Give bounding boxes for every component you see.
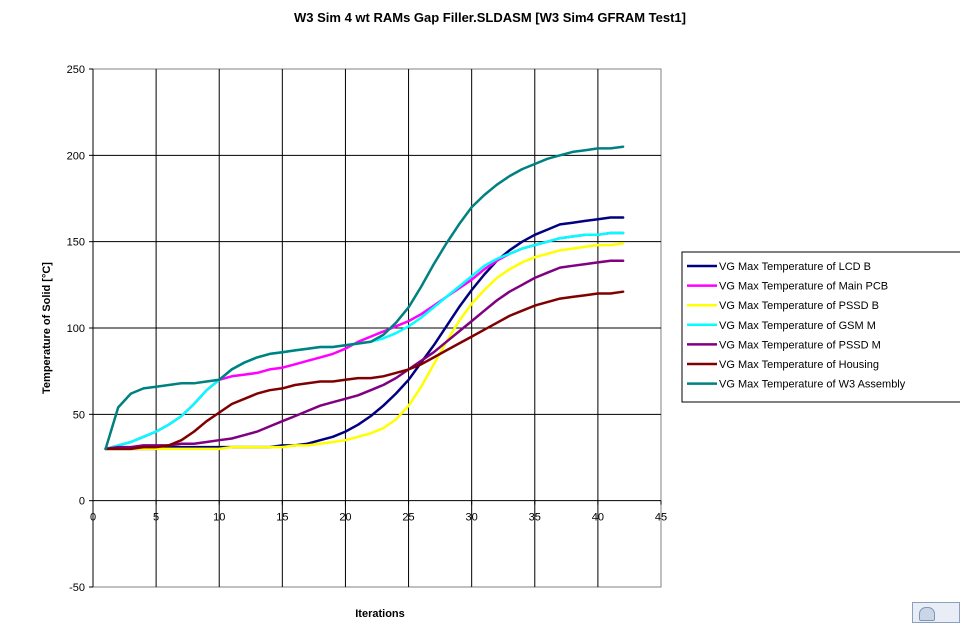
legend-label: VG Max Temperature of Main PCB	[719, 281, 888, 293]
x-tick-label: 30	[466, 512, 478, 524]
x-tick-label: 10	[213, 512, 225, 524]
x-tick-label: 45	[655, 512, 667, 524]
y-tick-label: 50	[73, 409, 85, 421]
tick-labels: 0 5 10 15 20 25 30 35 40 45 -50 0 50 100 150 200 250	[67, 64, 667, 594]
series-layer	[104, 145, 625, 451]
x-axis-title: Iterations	[355, 608, 405, 620]
app-icon	[919, 607, 935, 621]
legend-label: VG Max Temperature of W3 Assembly	[719, 379, 906, 391]
chart-title: W3 Sim 4 wt RAMs Gap Filler.SLDASM [W3 S…	[294, 10, 686, 25]
y-tick-label: 200	[67, 150, 85, 162]
legend-label: VG Max Temperature of Housing	[719, 359, 879, 371]
series-line	[104, 145, 625, 451]
y-tick-label: 150	[67, 237, 85, 249]
x-tick-label: 25	[402, 512, 414, 524]
x-tick-label: 5	[153, 512, 159, 524]
taskbar-widget[interactable]	[912, 602, 960, 623]
x-tick-label: 35	[529, 512, 541, 524]
legend-label: VG Max Temperature of LCD B	[719, 261, 871, 273]
legend-label: VG Max Temperature of PSSD B	[719, 300, 879, 312]
legend-label: VG Max Temperature of PSSD M	[719, 339, 881, 351]
series-line	[104, 216, 625, 451]
x-tick-label: 0	[90, 512, 96, 524]
axes	[89, 68, 662, 588]
y-tick-label: 250	[67, 64, 85, 76]
legend-box	[681, 251, 960, 403]
y-axis-title: Temperature of Solid [°C]	[41, 262, 53, 394]
series-line	[104, 290, 625, 451]
y-tick-label: 0	[79, 496, 85, 508]
x-tick-label: 20	[339, 512, 351, 524]
x-tick-label: 15	[276, 512, 288, 524]
legend-label: VG Max Temperature of GSM M	[719, 320, 876, 332]
series-line	[104, 242, 625, 451]
legend: VG Max Temperature of LCD B VG Max Temper…	[681, 251, 960, 403]
y-tick-label: -50	[69, 582, 85, 594]
y-tick-label: 100	[67, 323, 85, 335]
x-tick-label: 40	[592, 512, 604, 524]
series-line	[104, 259, 625, 451]
